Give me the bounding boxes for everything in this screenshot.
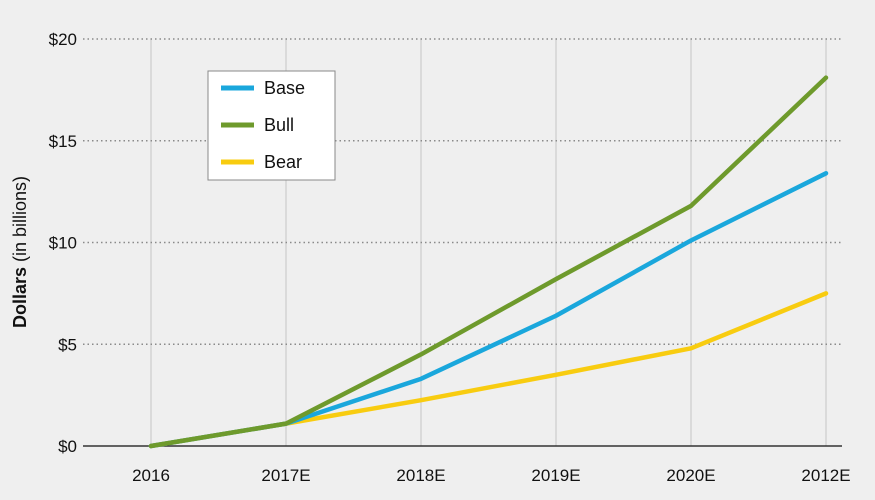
series-lines — [148, 75, 829, 449]
x-tick-label: 2019E — [531, 466, 580, 485]
series-line-bull — [148, 75, 829, 449]
y-axis-label-unit: (in billions) — [10, 176, 30, 267]
series-line-base — [148, 171, 829, 449]
x-tick-label: 2012E — [801, 466, 850, 485]
x-tick-label: 2016 — [132, 466, 170, 485]
x-tick-label: 2018E — [396, 466, 445, 485]
y-tick-label: $10 — [49, 234, 77, 253]
y-axis-label-bold: Dollars — [10, 267, 30, 328]
legend-label-bull: Bull — [264, 115, 294, 135]
y-tick-label: $0 — [58, 437, 77, 456]
grid — [83, 38, 842, 446]
y-axis-label: Dollars (in billions) — [10, 176, 30, 328]
y-tick-label: $15 — [49, 132, 77, 151]
axes: $0 $5 $10 $15 $20 2016 2017E 2018E 2019E 2020E 201… — [49, 30, 851, 485]
legend: Base Bull Bear — [207, 70, 336, 181]
legend-label-bear: Bear — [264, 152, 302, 172]
legend-label-base: Base — [264, 78, 305, 98]
x-tick-label: 2017E — [261, 466, 310, 485]
x-tick-label: 2020E — [666, 466, 715, 485]
y-tick-label: $20 — [49, 30, 77, 49]
y-tick-label: $5 — [58, 335, 77, 354]
